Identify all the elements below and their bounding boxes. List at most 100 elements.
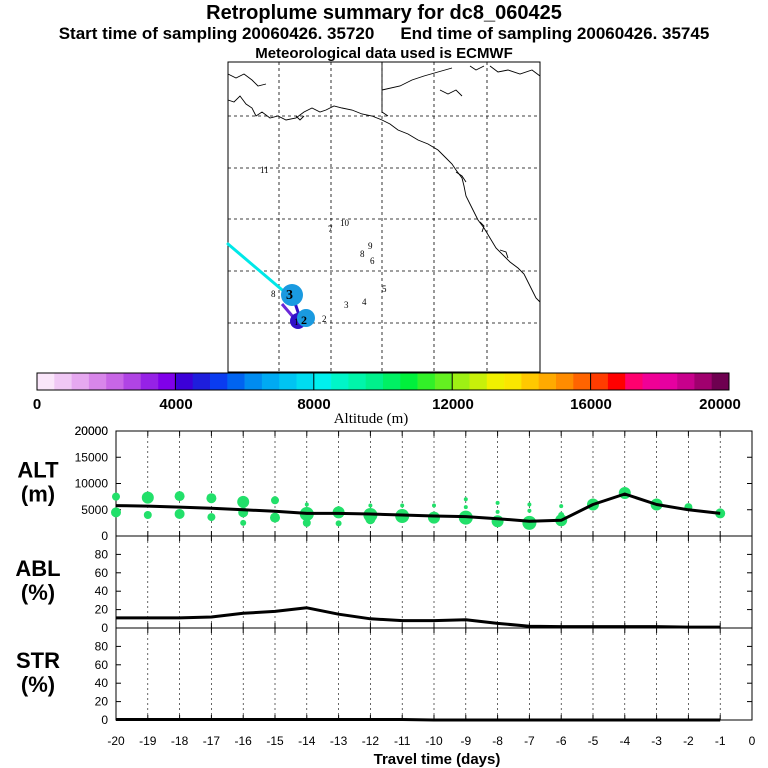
abl-panel-line (116, 606, 721, 629)
y-tick-label: 0 (101, 713, 108, 727)
x-tick-label: -1 (715, 734, 726, 748)
colorbar-swatch (210, 373, 228, 390)
panels: 0500010000150002000020000ALT(m)020406080… (15, 424, 755, 748)
str-panel-ylabel: (%) (21, 672, 55, 697)
scatter-point (270, 512, 280, 523)
y-tick-label: 0 (101, 621, 108, 635)
str-panel: 0 20 40 60 80 STR(%) (16, 627, 753, 727)
plume-marker-day3 (281, 284, 303, 306)
colorbar-swatch (261, 373, 280, 390)
scatter-point (715, 508, 726, 519)
y-tick-label: 20000 (75, 424, 109, 438)
x-tick-label: -12 (362, 734, 380, 748)
scatter-point (335, 520, 342, 527)
scatter-point (495, 500, 500, 505)
start-time-label: Start time of sampling 20060426. 35720 (58, 24, 375, 43)
colorbar-swatch (607, 373, 626, 390)
day-marker-11: 11 (260, 165, 269, 175)
y-tick-label: 40 (95, 584, 109, 598)
y-tick-label: 40 (95, 676, 109, 690)
y-tick-label: 20 (95, 603, 109, 617)
colorbar-tick-0: 0 (33, 396, 41, 413)
scatter-point (206, 493, 217, 504)
colorbar-tick-20000: 20000 (699, 396, 741, 413)
x-tick-label: -19 (139, 734, 157, 748)
map-coastline (227, 62, 541, 303)
day-marker-4: 4 (362, 297, 367, 307)
y-tick-label: 15000 (75, 450, 109, 464)
colorbar-swatch (331, 373, 349, 390)
colorbar-tick-8000: 8000 (297, 396, 330, 413)
str-panel-ylabel: STR (16, 648, 60, 673)
x-tick-label: -13 (330, 734, 348, 748)
day-marker-2: 2 (322, 314, 327, 324)
map-gridlines (228, 62, 540, 372)
day-markers: 1 2 3 4 5 6 7 8 9 10 11 3 2 8 (260, 165, 387, 327)
colorbar-swatch (538, 373, 557, 390)
colorbar-swatch (521, 373, 539, 390)
alt-panel-ylabel: ALT (17, 458, 59, 483)
scatter-point (143, 511, 152, 519)
scatter-point (400, 503, 405, 508)
colorbar-swatch (71, 373, 90, 390)
colorbar-tick-12000: 12000 (432, 396, 474, 413)
day-marker-9: 9 (368, 241, 373, 251)
colorbar-swatch (54, 373, 72, 390)
day-marker-7: 7 (328, 224, 333, 234)
day-marker-5: 5 (382, 284, 387, 294)
x-tick-label: -7 (524, 734, 535, 748)
colorbar-swatch (694, 373, 712, 390)
end-time-label: End time of sampling 20060426. 35745 (400, 24, 710, 43)
y-tick-label: 20000 (75, 424, 109, 438)
x-tick-label: -10 (425, 734, 443, 748)
scatter-point (365, 514, 376, 525)
colorbar-tick-16000: 16000 (570, 396, 612, 413)
x-tick-label: -14 (298, 734, 316, 748)
day-marker-1: 1 (294, 317, 299, 327)
colorbar-swatch (123, 373, 142, 390)
colorbar-swatch (452, 373, 470, 390)
abl-panel-ylabel: (%) (21, 580, 55, 605)
scatter-point (495, 509, 500, 514)
colorbar-swatch (486, 373, 505, 390)
x-tick-label: -2 (683, 734, 694, 748)
colorbar-swatch (677, 373, 695, 390)
colorbar-swatch (244, 373, 263, 390)
colorbar-swatch (227, 373, 245, 390)
x-tick-label: -4 (619, 734, 630, 748)
scatter-point (463, 497, 468, 502)
map-panel: 1 2 3 4 5 6 7 8 9 10 11 3 2 8 (226, 61, 541, 373)
abl-panel-ylabel: ABL (15, 556, 60, 581)
colorbar-swatch (365, 373, 384, 390)
colorbar-swatch (573, 373, 591, 390)
trajectory (226, 242, 315, 329)
scatter-point (368, 503, 373, 508)
x-tick-label: -5 (588, 734, 599, 748)
colorbar-swatch (348, 373, 366, 390)
x-tick-label: -6 (556, 734, 567, 748)
colorbar-swatch (279, 373, 297, 390)
scatter-point (240, 519, 247, 526)
x-axis-title: Travel time (days) (374, 751, 501, 768)
alt-panel-line (115, 492, 721, 523)
y-tick-label: 0 (101, 529, 108, 543)
colorbar-swatch (434, 373, 453, 390)
plume-label-2: 2 (301, 313, 307, 327)
scatter-point (304, 502, 309, 507)
y-tick-label: 5000 (81, 503, 108, 517)
x-tick-label: -11 (394, 734, 411, 748)
y-tick-label: 60 (95, 566, 109, 580)
x-tick-label: -8 (492, 734, 503, 748)
plume-marker-day2 (297, 309, 315, 327)
scatter-point (111, 507, 121, 518)
scatter-point (207, 513, 216, 522)
colorbar (36, 372, 730, 391)
scatter-point (112, 492, 120, 501)
day-marker-4-left: 3 (344, 300, 349, 310)
scatter-point (432, 503, 436, 508)
scatter-point (141, 491, 154, 504)
x-tick-label: -9 (460, 734, 471, 748)
scatter-point (174, 508, 185, 519)
colorbar-swatch (313, 373, 332, 390)
